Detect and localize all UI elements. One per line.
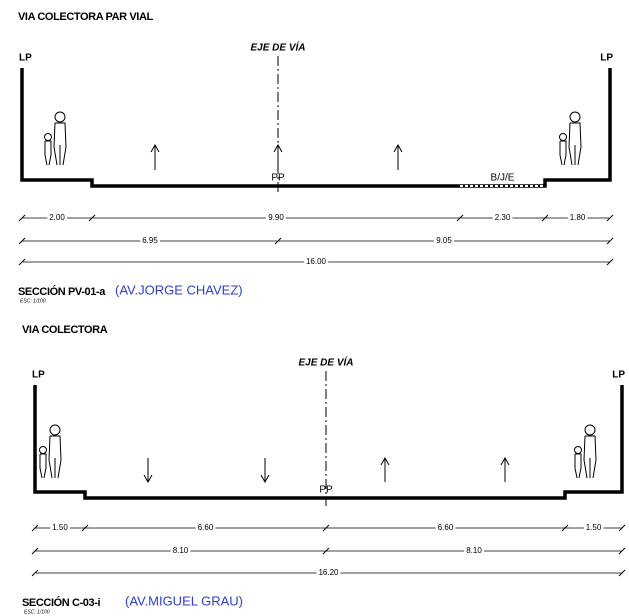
- head: [569, 111, 581, 123]
- person-figure: [39, 424, 62, 479]
- body: [574, 453, 582, 479]
- head: [559, 133, 567, 141]
- dimension-tick: [618, 569, 626, 577]
- head: [54, 111, 66, 123]
- arrow-down: [143, 458, 153, 484]
- dimension-label: 2.30: [495, 213, 511, 222]
- axis-label: EJE DE VÍA: [298, 356, 353, 369]
- dimension-label: 1.50: [586, 523, 602, 532]
- scale-note: ESC: 1/100: [24, 609, 50, 615]
- dimension-tick: [322, 524, 330, 532]
- section-code: SECCIÓN C-03-i: [22, 596, 100, 609]
- body: [53, 122, 67, 166]
- head: [44, 133, 52, 141]
- dimension-tick: [541, 214, 549, 222]
- dimension-label: 9.05: [436, 236, 452, 245]
- section-heading: VIA COLECTORA PAR VIAL: [18, 11, 153, 23]
- dimension-tick: [456, 214, 464, 222]
- dimension-tick: [31, 547, 39, 555]
- dimension-tick: [81, 524, 89, 532]
- body: [583, 435, 597, 479]
- dimension-label: 6.60: [198, 523, 214, 532]
- road-profile: [20, 68, 612, 188]
- body: [48, 435, 62, 479]
- dimension-label: 1.50: [52, 523, 68, 532]
- person-figure: [44, 111, 67, 166]
- dimension-tick: [88, 214, 96, 222]
- dimension-tick: [322, 547, 330, 555]
- arrow-up: [150, 143, 160, 170]
- dimension-tick: [18, 214, 26, 222]
- limit-label: LP: [32, 370, 45, 381]
- body: [568, 122, 582, 166]
- person-figure: [574, 424, 597, 479]
- head: [39, 446, 47, 454]
- arrow-up: [273, 143, 283, 170]
- street-name: (AV.JORGE CHAVEZ): [115, 282, 243, 297]
- street-name: (AV.MIGUEL GRAU): [125, 593, 243, 608]
- dimension-tick: [18, 258, 26, 266]
- dimension-label: 9.90: [268, 213, 284, 222]
- dimension-tick: [618, 547, 626, 555]
- dimension-label: 1.80: [570, 213, 586, 222]
- head: [574, 446, 582, 454]
- dimension-tick: [561, 524, 569, 532]
- dimension-label: 16.20: [318, 568, 339, 577]
- section-heading: VIA COLECTORA: [22, 324, 108, 336]
- body: [559, 140, 567, 166]
- dimension-tick: [31, 524, 39, 532]
- axis-label: EJE DE VÍA: [250, 41, 305, 54]
- road-profile: [33, 385, 624, 500]
- limit-label: LP: [612, 370, 625, 381]
- body: [39, 453, 47, 479]
- dimension-tick: [606, 237, 614, 245]
- scale-note: ESC: 1/100: [20, 298, 46, 304]
- arrow-up: [393, 143, 403, 170]
- body: [44, 140, 52, 166]
- section-code: SECCIÓN PV-01-a: [18, 285, 106, 298]
- dimension-label: 6.95: [142, 236, 158, 245]
- pavement-label: PP: [319, 485, 333, 496]
- head: [49, 424, 61, 436]
- head: [584, 424, 596, 436]
- dimension-label: 2.00: [49, 213, 65, 222]
- bike-label: B/J/E: [491, 173, 515, 184]
- dimension-tick: [31, 569, 39, 577]
- dimension-tick: [18, 237, 26, 245]
- dimension-label: 6.60: [438, 523, 454, 532]
- dimension-label: 8.10: [466, 546, 482, 555]
- arrow-up: [380, 456, 390, 482]
- dimension-tick: [606, 214, 614, 222]
- dimension-tick: [606, 258, 614, 266]
- limit-label: LP: [19, 53, 32, 64]
- limit-label: LP: [600, 53, 613, 64]
- pavement-label: PP: [271, 173, 285, 184]
- arrow-down: [260, 458, 270, 484]
- arrow-up: [500, 456, 510, 482]
- dimension-tick: [274, 237, 282, 245]
- dimension-tick: [618, 524, 626, 532]
- dimension-label: 16.00: [306, 257, 327, 266]
- dimension-label: 8.10: [173, 546, 189, 555]
- person-figure: [559, 111, 582, 166]
